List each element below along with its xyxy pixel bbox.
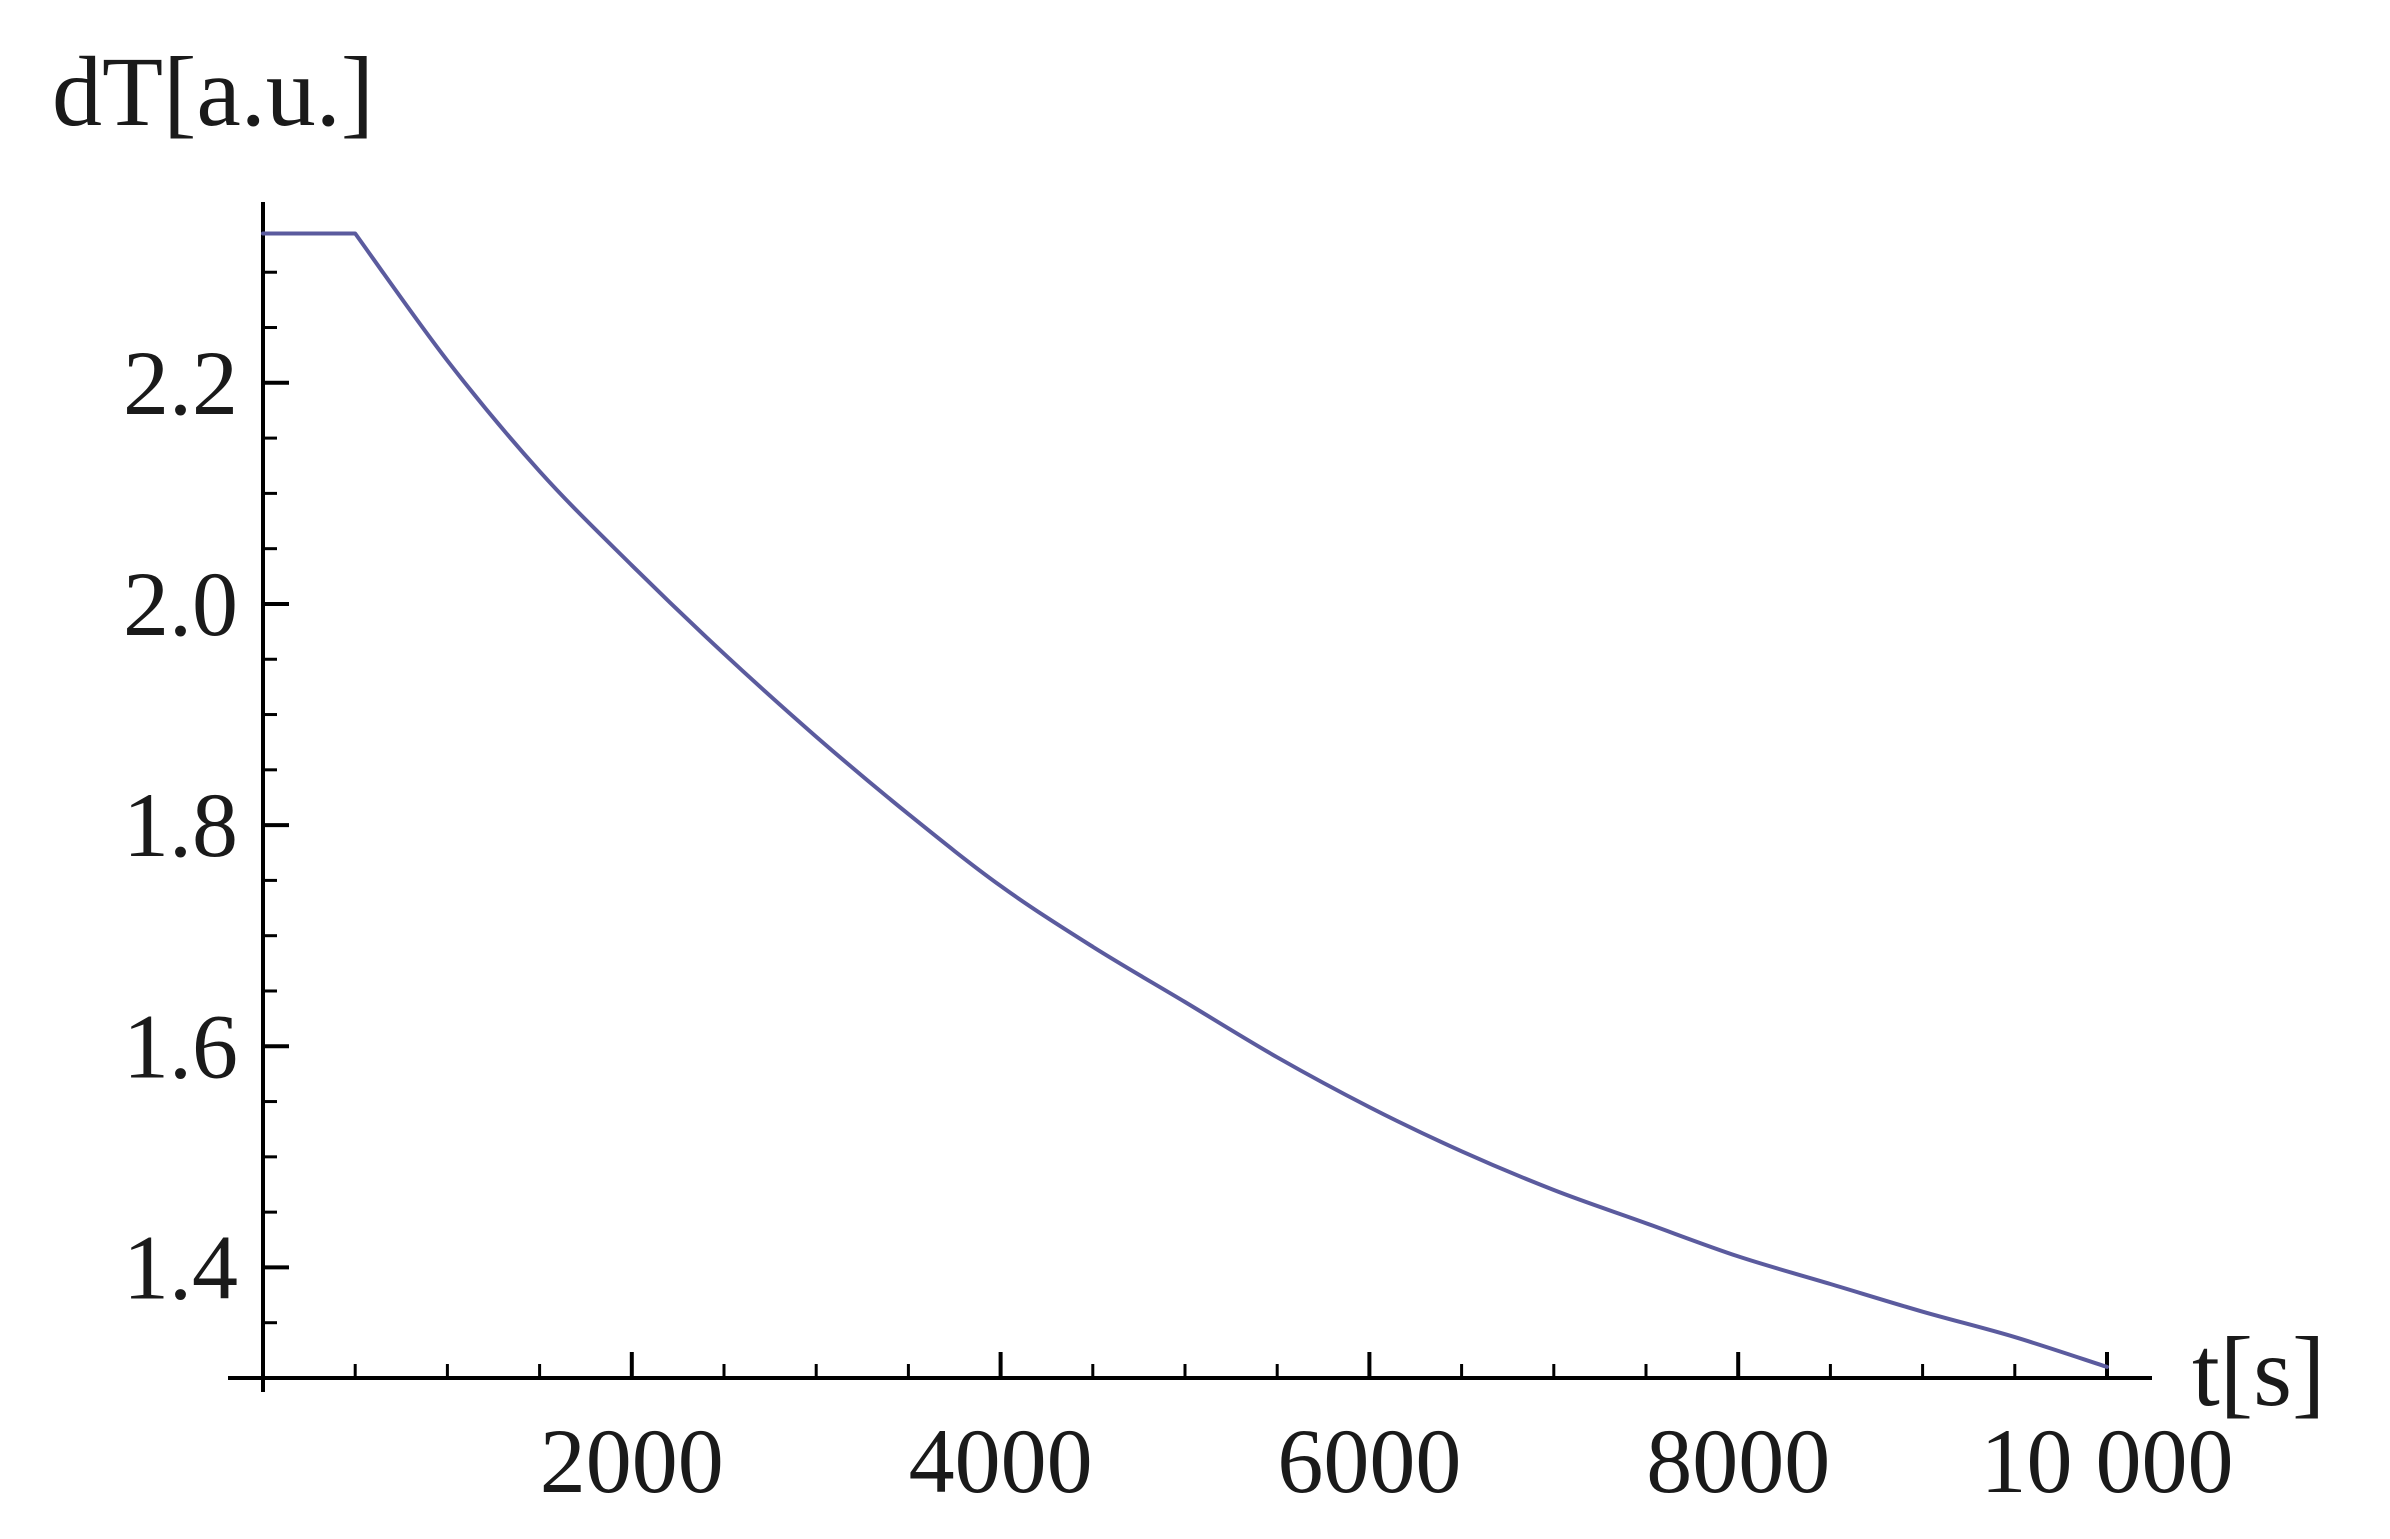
y-tick-label: 2.2: [123, 332, 238, 434]
y-axis-minor-ticks: [263, 270, 277, 1325]
series-line: [261, 231, 2109, 1369]
x-tick-label: 6000: [1277, 1410, 1461, 1512]
y-tick-label: 1.6: [123, 995, 238, 1097]
x-axis-major-ticks: 2000 4000 6000 8000 10 000: [540, 1352, 2234, 1512]
y-axis-major-ticks: 1.4 1.6 1.8 2.0 2.2: [123, 332, 289, 1318]
x-axis-title: t[s]: [2192, 1316, 2325, 1427]
x-tick-label: 2000: [540, 1410, 724, 1512]
y-tick-label: 1.4: [123, 1216, 238, 1318]
x-tick-label: 4000: [909, 1410, 1093, 1512]
y-tick-label: 2.0: [123, 553, 238, 655]
x-tick-label: 10 000: [1981, 1410, 2234, 1512]
y-tick-label: 1.8: [123, 774, 238, 876]
x-tick-label: 8000: [1646, 1410, 1830, 1512]
y-axis-title: dT[a.u.]: [52, 36, 374, 147]
